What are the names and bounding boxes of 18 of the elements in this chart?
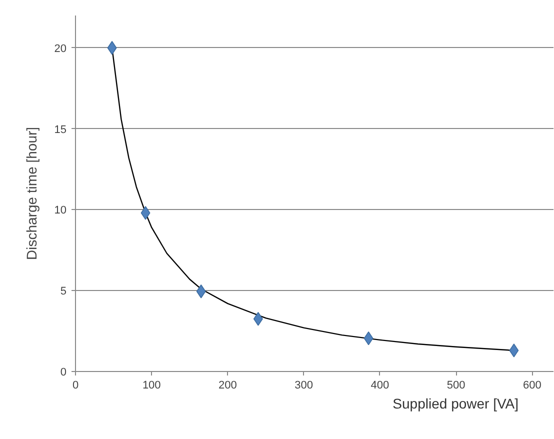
y-tick-label: 5 bbox=[60, 286, 67, 298]
x-tick-label: 200 bbox=[218, 380, 237, 392]
y-tick-label: 0 bbox=[60, 366, 67, 378]
point bbox=[253, 312, 263, 326]
x-tick-label: 400 bbox=[370, 380, 390, 392]
x-tick-label: 500 bbox=[446, 380, 466, 392]
point bbox=[140, 206, 150, 220]
x-tick-label: 600 bbox=[523, 380, 542, 392]
y-tick-label: 10 bbox=[54, 204, 67, 217]
y-axis-title: Discharge time [hour] bbox=[23, 126, 40, 260]
point bbox=[196, 284, 206, 298]
y-tick-label: 20 bbox=[54, 42, 67, 55]
point bbox=[509, 344, 519, 358]
x-axis-title: Supplied power [VA] bbox=[392, 396, 519, 412]
x-tick-label: 100 bbox=[142, 380, 161, 392]
y-tick-label: 15 bbox=[54, 124, 67, 136]
x-tick-label: 0 bbox=[72, 380, 79, 392]
x-tick-label: 300 bbox=[294, 380, 314, 392]
